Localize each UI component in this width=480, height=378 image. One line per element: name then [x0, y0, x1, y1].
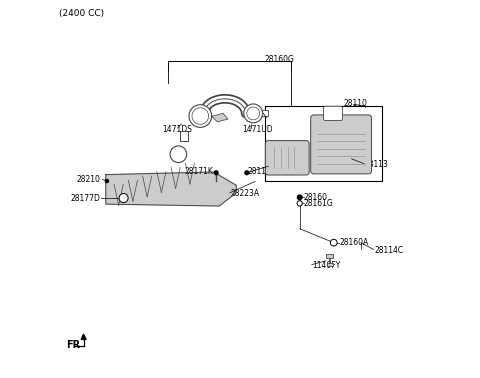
Bar: [326, 254, 334, 258]
FancyBboxPatch shape: [311, 115, 372, 174]
Text: 28171K: 28171K: [185, 167, 214, 177]
Polygon shape: [106, 172, 236, 206]
FancyBboxPatch shape: [265, 141, 309, 175]
Circle shape: [189, 105, 212, 127]
Circle shape: [119, 194, 128, 203]
Circle shape: [245, 171, 249, 175]
Polygon shape: [81, 334, 86, 339]
Text: 1471UD: 1471UD: [242, 125, 273, 134]
Bar: [258, 110, 267, 116]
Text: 28160A: 28160A: [339, 238, 368, 247]
Polygon shape: [212, 113, 228, 122]
Circle shape: [170, 146, 187, 163]
Text: 28114C: 28114C: [374, 246, 403, 255]
Text: 28110: 28110: [344, 99, 368, 108]
Text: (2400 CC): (2400 CC): [59, 9, 104, 18]
Text: 28115L: 28115L: [248, 167, 276, 177]
Text: 28210: 28210: [76, 175, 100, 184]
Text: 28177D: 28177D: [70, 194, 100, 203]
FancyBboxPatch shape: [324, 106, 342, 121]
Text: 1140FY: 1140FY: [312, 261, 341, 270]
Text: FR: FR: [66, 340, 80, 350]
Text: 28161G: 28161G: [303, 199, 333, 208]
Text: 28113: 28113: [365, 160, 389, 169]
Text: 28160G: 28160G: [264, 55, 294, 64]
Circle shape: [214, 171, 218, 175]
Bar: [180, 131, 188, 141]
Circle shape: [298, 195, 302, 200]
Circle shape: [106, 180, 108, 183]
Text: 28160: 28160: [303, 193, 327, 202]
Text: 28223A: 28223A: [230, 189, 260, 198]
Text: 1471DS: 1471DS: [163, 125, 192, 134]
Circle shape: [297, 201, 302, 206]
Bar: [264, 106, 382, 181]
Circle shape: [244, 104, 263, 123]
Circle shape: [330, 239, 337, 246]
Bar: [326, 263, 333, 266]
